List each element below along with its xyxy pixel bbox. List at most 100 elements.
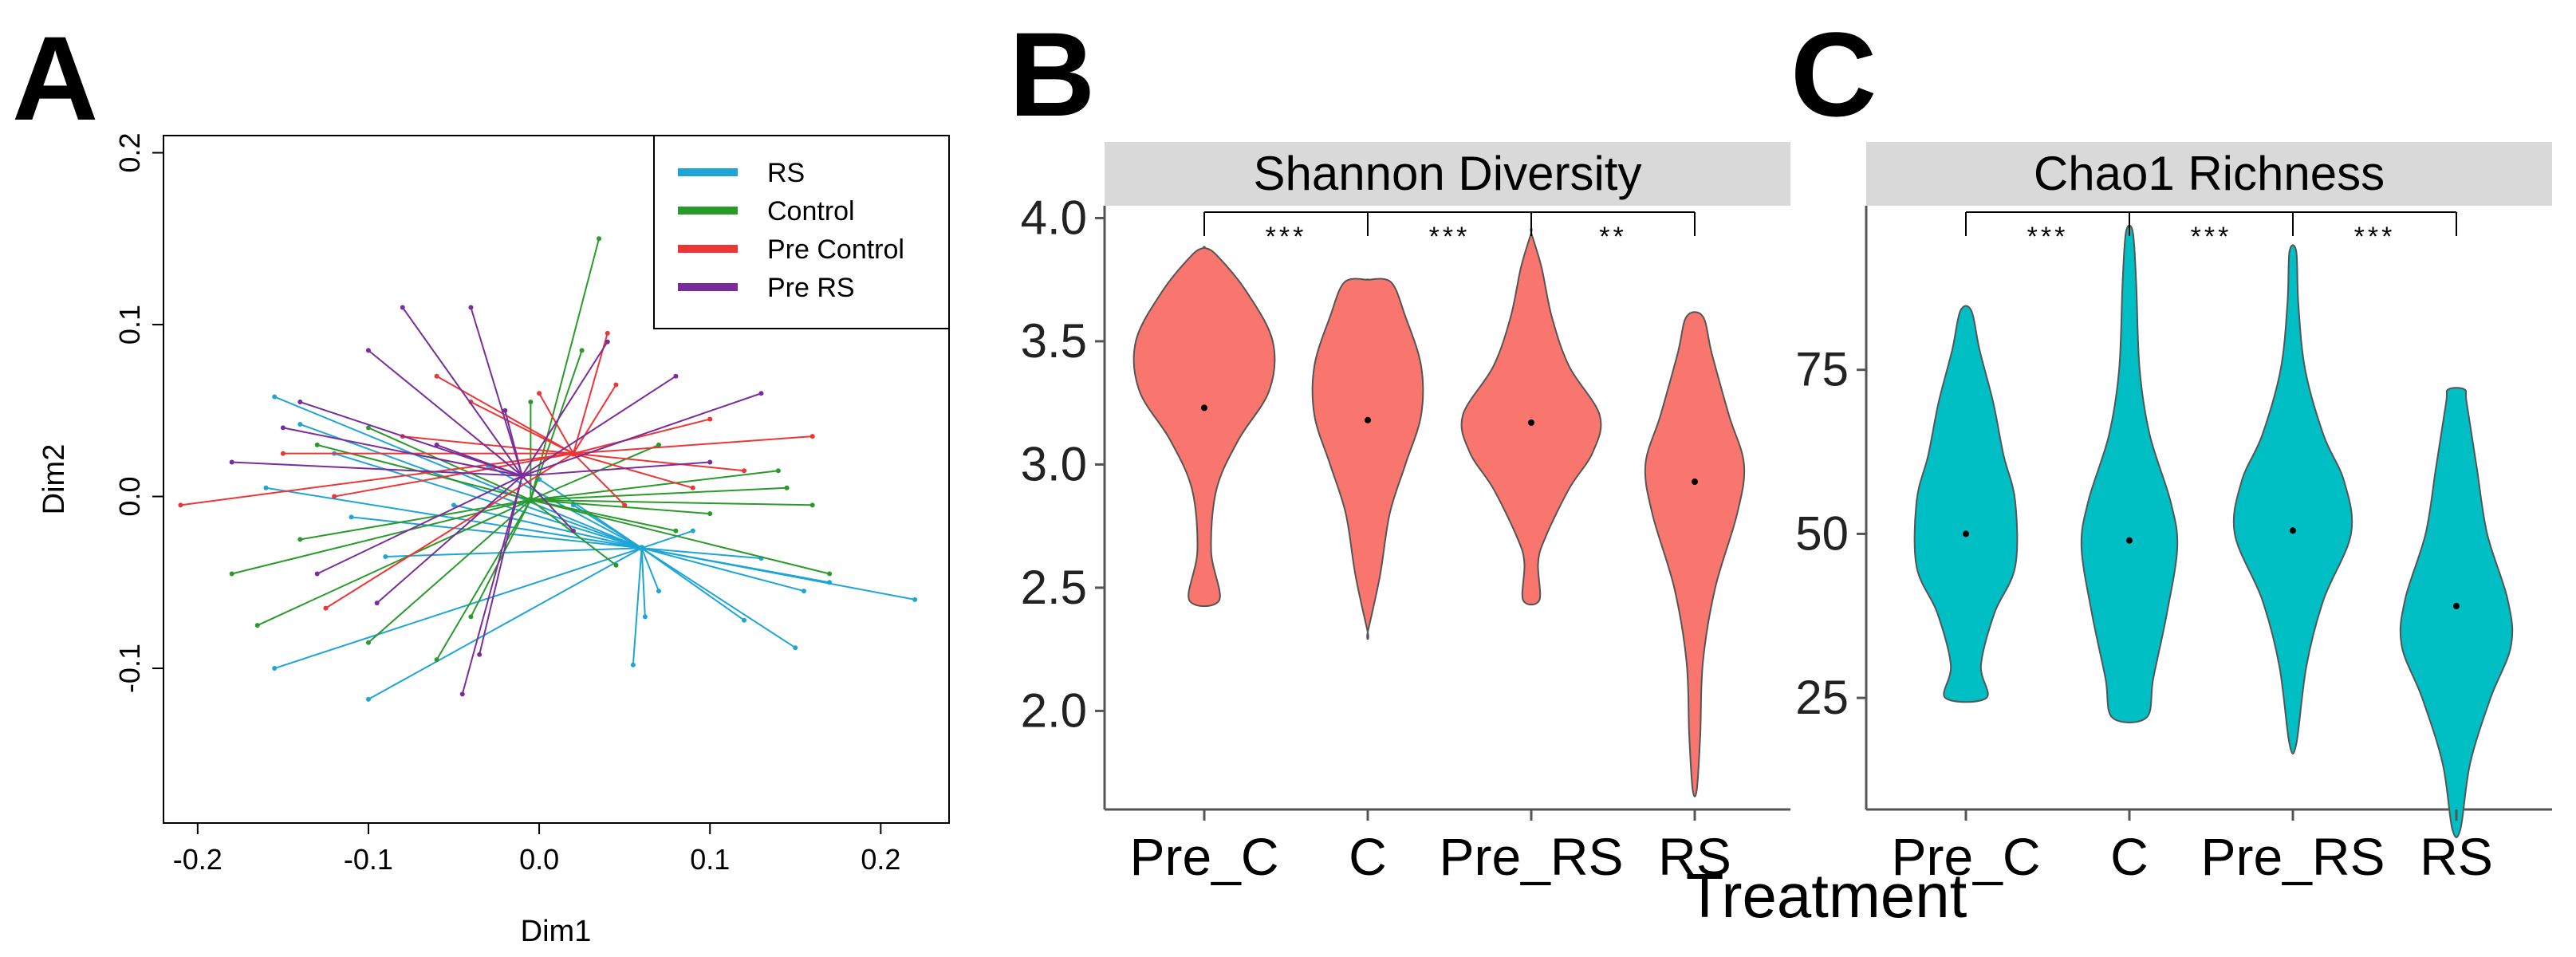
- spider-segment: [530, 350, 583, 501]
- panel-b-strip: [1105, 142, 1790, 206]
- ytick-label: 2.0: [1021, 683, 1087, 737]
- spider-segment: [470, 307, 523, 476]
- sample-point: [502, 408, 508, 413]
- sample-point: [314, 571, 320, 577]
- violin-mean-point: [2453, 602, 2460, 609]
- group-centroid: [638, 545, 645, 552]
- spider-segment: [368, 427, 531, 501]
- sample-point: [775, 468, 781, 474]
- spider-segment: [317, 475, 523, 575]
- panel-a-xtick-label: -0.1: [344, 843, 393, 876]
- legend-label: Pre Control: [767, 234, 904, 265]
- spider-segment: [641, 547, 762, 560]
- significance-label: ***: [1429, 222, 1471, 252]
- xtick-label: RS: [2420, 827, 2493, 886]
- sample-point: [297, 422, 303, 427]
- spider-segment: [274, 547, 642, 670]
- spider-segment: [376, 475, 523, 604]
- ytick-label: 2.5: [1021, 561, 1087, 614]
- sample-point: [459, 691, 465, 697]
- significance-label: ***: [2191, 222, 2232, 252]
- spider-segment: [299, 401, 522, 477]
- legend-label: RS: [767, 158, 805, 188]
- panel-b-strip-title: Shannon Diversity: [1254, 147, 1642, 200]
- ytick-label: 25: [1795, 671, 1849, 724]
- spider-segment: [436, 443, 523, 477]
- spider-segment: [573, 452, 745, 472]
- spider-segment: [282, 427, 522, 477]
- spider-segment: [640, 547, 745, 621]
- sample-point: [912, 597, 918, 602]
- sample-point: [229, 571, 234, 577]
- legend-label: Control: [767, 196, 855, 226]
- spider-segment: [333, 452, 574, 498]
- ytick-label: 4.0: [1021, 191, 1087, 244]
- panel-a-xtick-label: 0.0: [519, 843, 559, 876]
- sample-point: [383, 553, 388, 559]
- sample-point: [707, 416, 713, 422]
- sample-point: [673, 528, 679, 534]
- spider-segment: [325, 452, 574, 609]
- panel-c-content: 25 50 75 Pre_C C Pre_RS RS *** *** ***: [1795, 211, 2514, 886]
- sample-point: [263, 485, 269, 490]
- panel-a-xtick-label: 0.1: [690, 843, 730, 876]
- spider-segment: [368, 349, 523, 477]
- panel-a-axes: -0.2 -0.1 0.0 0.1 0.2 -0.1 0.0 0.1 0.2: [113, 133, 900, 876]
- sample-point: [254, 623, 260, 628]
- sample-point: [365, 696, 371, 702]
- violin-rs: [2399, 387, 2514, 838]
- xtick-label: C: [1349, 827, 1387, 886]
- panel-c: Chao1 Richness 25 50 75 Pre_C C Pre_RS RS *** **…: [1795, 142, 2552, 886]
- panel-label-a: A: [12, 11, 98, 145]
- sample-point: [809, 502, 815, 508]
- spider-segment: [435, 499, 532, 660]
- sample-point: [178, 502, 183, 508]
- sample-point: [434, 657, 439, 663]
- spider-segment: [530, 498, 813, 506]
- panel-b: Shannon Diversity 2.0 2.5 3.0 3.5 4.0 Pre_C C P…: [1021, 142, 1790, 886]
- sample-point: [280, 451, 286, 456]
- spider-segment: [521, 341, 609, 477]
- xtick-label: Pre_RS: [2200, 827, 2385, 886]
- violin-c: [1311, 278, 1424, 640]
- sample-point: [707, 459, 713, 465]
- sample-point: [314, 442, 320, 447]
- spider-segment: [530, 238, 601, 501]
- violin-rs: [1644, 311, 1746, 798]
- ytick-label: 3.0: [1021, 437, 1087, 490]
- spider-segment: [572, 333, 609, 454]
- spider-segment: [530, 486, 787, 501]
- spider-segment: [402, 435, 574, 455]
- violin-mean-point: [2126, 537, 2133, 544]
- sample-point: [297, 537, 303, 542]
- spider-segment: [530, 498, 711, 515]
- sample-point: [537, 391, 542, 396]
- spider-segment: [436, 375, 574, 455]
- violin-mean-point: [1365, 416, 1371, 423]
- sample-point: [605, 330, 610, 336]
- panel-c-strip-title: Chao1 Richness: [2034, 147, 2385, 200]
- violin-mean-point: [1201, 404, 1207, 412]
- sample-point: [758, 391, 764, 396]
- significance-label: **: [1599, 222, 1626, 252]
- panel-a-xtick-label: -0.2: [173, 843, 223, 876]
- spider-segment: [522, 461, 711, 477]
- xtick-label: C: [2110, 827, 2149, 886]
- spider-segment: [521, 475, 574, 532]
- spider-segment: [385, 547, 642, 557]
- sample-point: [365, 640, 371, 645]
- sample-point: [400, 305, 405, 310]
- group-centroid: [518, 472, 526, 479]
- sample-point: [622, 502, 628, 508]
- sample-point: [528, 400, 534, 405]
- sample-point: [605, 339, 610, 345]
- group-centroid: [569, 450, 577, 457]
- sample-point: [570, 528, 576, 534]
- spider-segment: [640, 548, 646, 617]
- sample-point: [801, 589, 806, 594]
- panel-label-c: C: [1790, 7, 1877, 141]
- sample-point: [613, 562, 619, 568]
- ytick-label: 75: [1795, 343, 1849, 396]
- treatment-xlabel: Treatment: [1686, 861, 1967, 931]
